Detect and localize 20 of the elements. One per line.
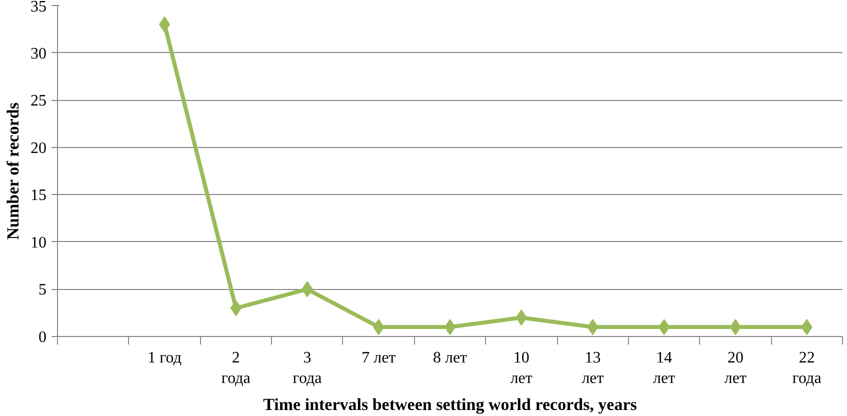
x-tick-label: 8 лет bbox=[432, 350, 468, 366]
y-tick-label: 35 bbox=[30, 0, 46, 16]
x-tick-label: 20 лет bbox=[724, 350, 746, 387]
y-tick-label: 20 bbox=[30, 140, 46, 157]
x-tick-label: 2 года bbox=[221, 350, 250, 387]
y-tick-label: 15 bbox=[30, 187, 46, 204]
y-tick-label: 5 bbox=[38, 282, 46, 299]
y-tick-label: 10 bbox=[30, 234, 46, 252]
x-tick-label: 22 года bbox=[792, 350, 822, 387]
x-tick-label: 3 года bbox=[292, 350, 322, 387]
x-tick-label: 13 лет bbox=[582, 350, 604, 387]
x-tick-label: 7 лет bbox=[362, 350, 396, 366]
x-tick-label: 1 год bbox=[148, 350, 182, 366]
y-tick-label: 30 bbox=[30, 45, 46, 62]
y-axis-title: Number of records bbox=[4, 102, 22, 240]
y-tick-label: 25 bbox=[30, 92, 46, 110]
y-tick-label: 0 bbox=[38, 329, 46, 346]
x-tick-label: 14 лет bbox=[653, 350, 676, 387]
x-axis-title: Time intervals between setting world records, years bbox=[263, 394, 638, 414]
x-tick-label: 10 лет bbox=[510, 350, 532, 387]
